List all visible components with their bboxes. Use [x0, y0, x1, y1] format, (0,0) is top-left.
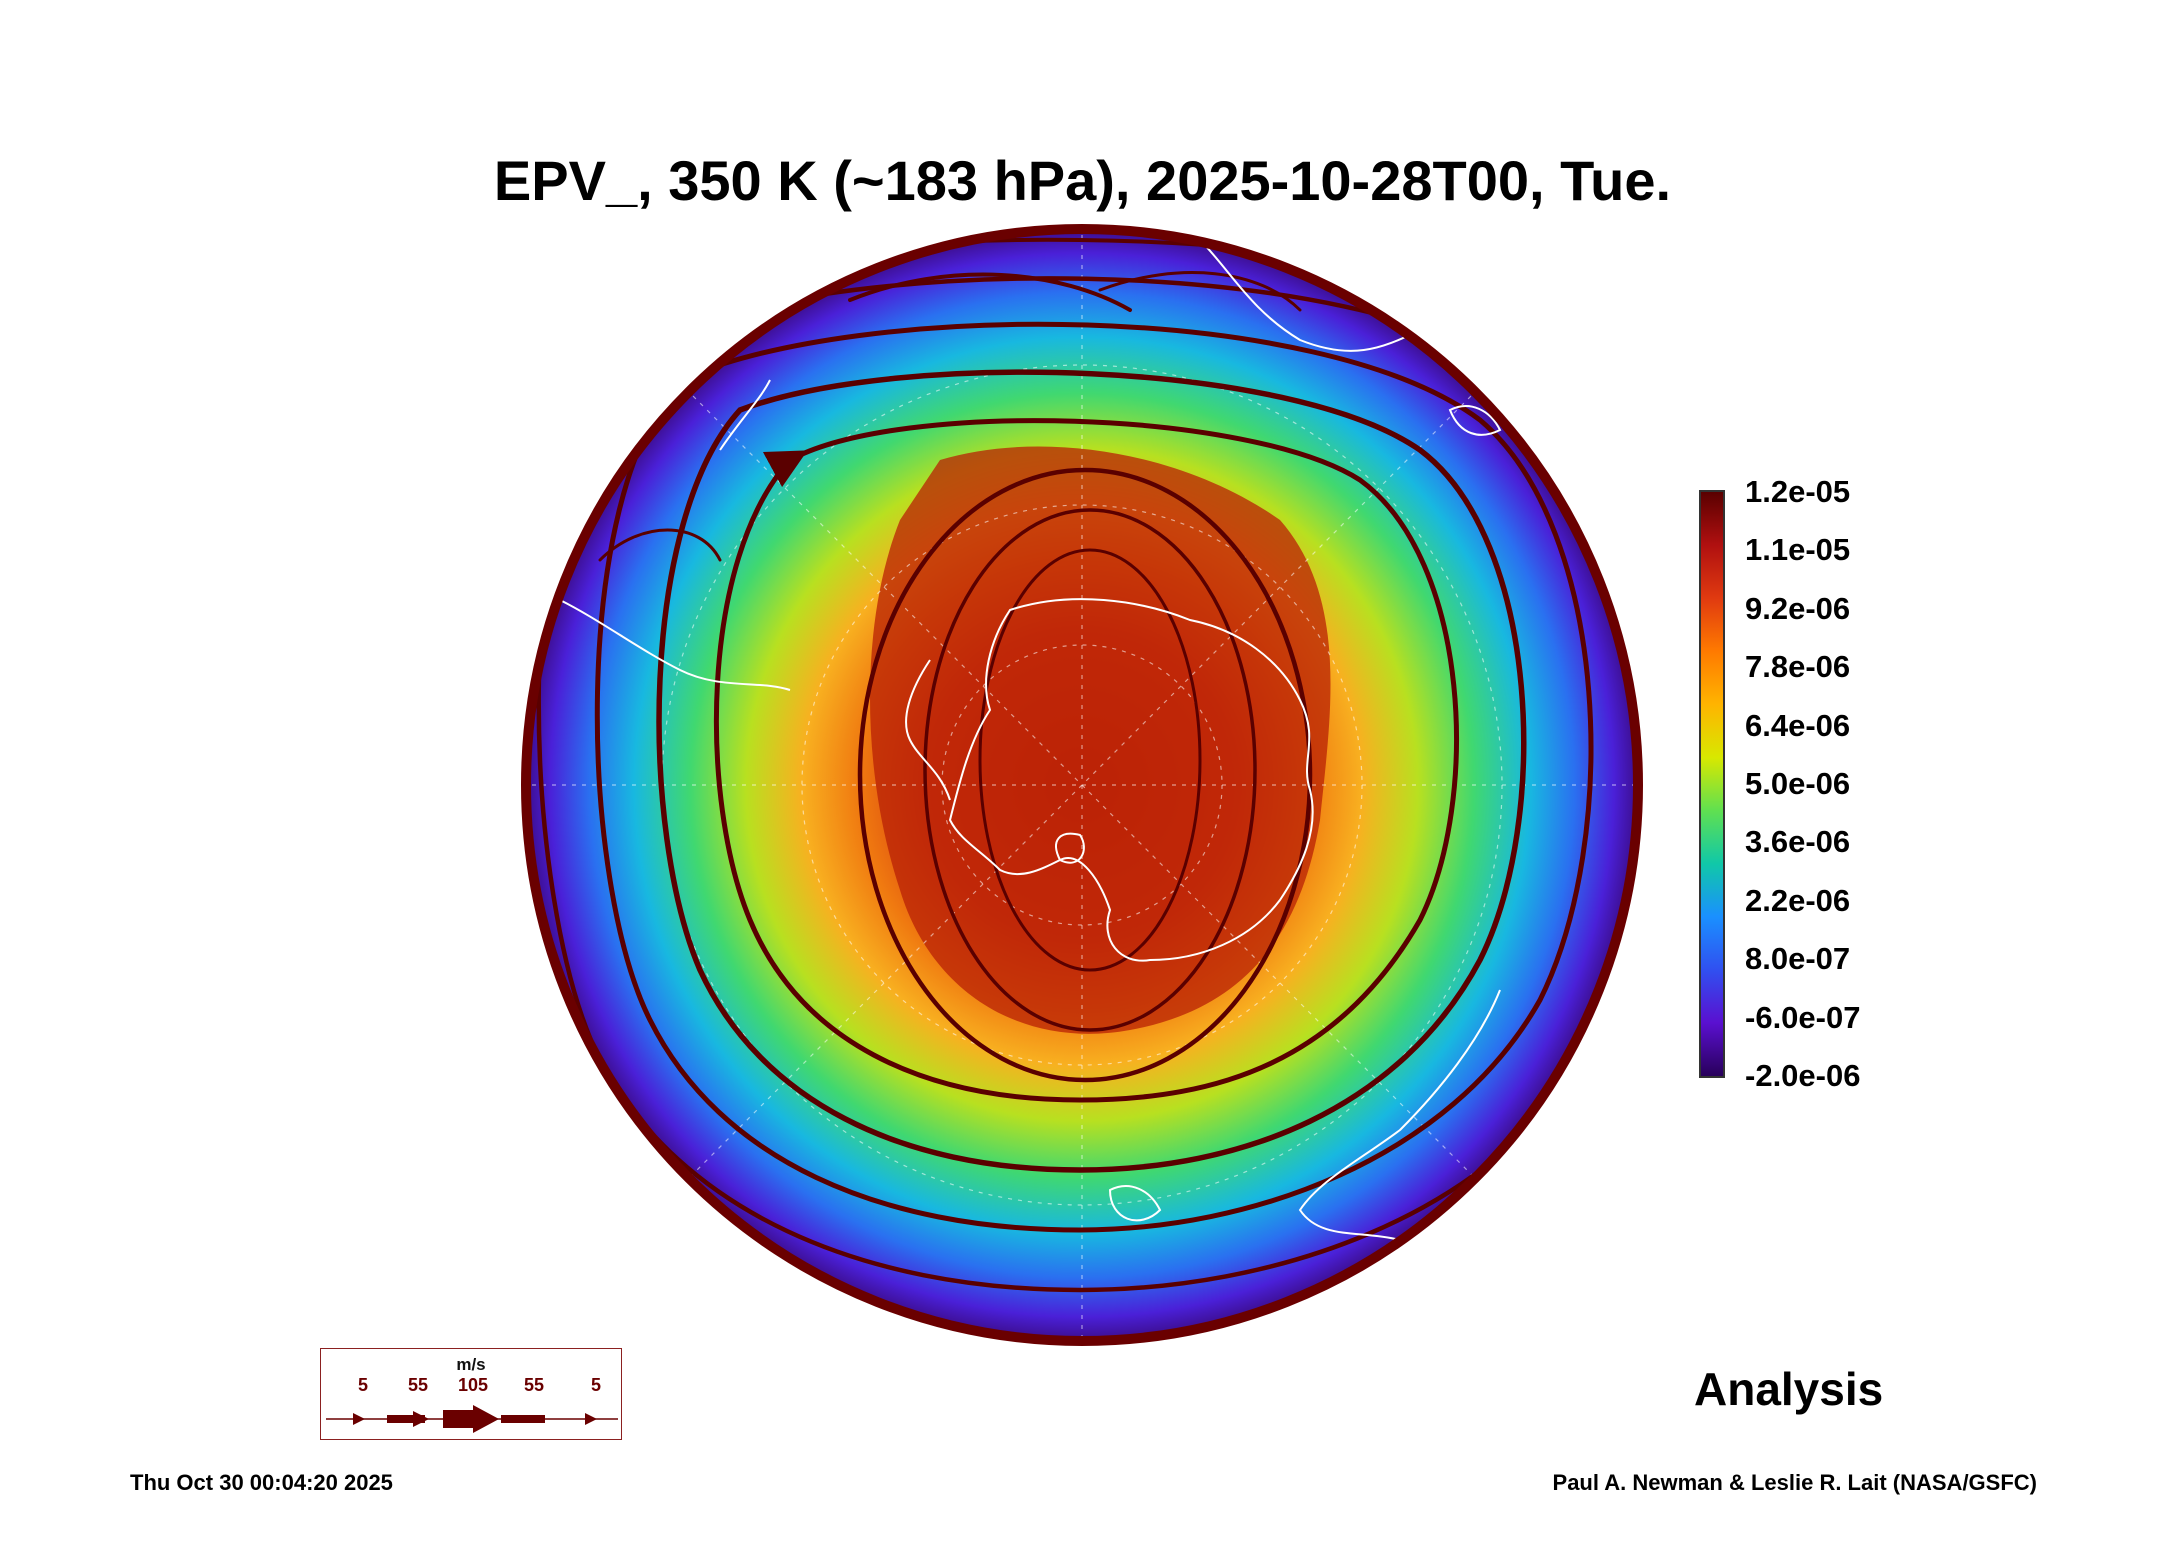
colorbar-label: 1.2e-05: [1745, 474, 1851, 509]
timestamp: Thu Oct 30 00:04:20 2025: [130, 1470, 393, 1495]
wind-legend-speed: 105: [457, 1375, 489, 1395]
wind-speed-legend: m/s 5 55 105 55 5: [320, 1348, 622, 1440]
wind-legend-speed: 5: [357, 1375, 369, 1395]
colorbar: [1699, 490, 1725, 1078]
colorbar-label: 8.0e-07: [1745, 941, 1851, 977]
colorbar-label: -2.0e-06: [1745, 1058, 1861, 1093]
map-title: EPV_, 350 K (~183 hPa), 2025-10-28T00, T…: [493, 149, 1672, 212]
wind-legend-arrows: [326, 1405, 618, 1433]
colorbar-label: -6.0e-07: [1745, 999, 1861, 1035]
colorbar-label: 2.2e-06: [1745, 882, 1851, 918]
colorbar-label: 5.0e-06: [1745, 766, 1851, 801]
credit: Paul A. Newman & Leslie R. Lait (NASA/GS…: [1552, 1470, 2037, 1495]
wind-legend-unit: m/s: [456, 1355, 486, 1374]
colorbar-label: 3.6e-06: [1745, 824, 1851, 860]
colorbar-label: 1.1e-05: [1745, 532, 1851, 568]
globe-edge: [521, 224, 1643, 1346]
analysis-label: Analysis: [1694, 1363, 1884, 1415]
wind-legend-speed: 5: [590, 1375, 602, 1395]
colorbar-label: 7.8e-06: [1745, 649, 1851, 685]
wind-legend-speed: 55: [523, 1375, 545, 1395]
pv-core: [870, 446, 1331, 1034]
colorbar-label: 9.2e-06: [1745, 590, 1851, 626]
wind-legend-speed: 55: [407, 1375, 429, 1395]
coastlines: [559, 239, 1502, 1241]
colorbar-label: 6.4e-06: [1745, 707, 1851, 743]
